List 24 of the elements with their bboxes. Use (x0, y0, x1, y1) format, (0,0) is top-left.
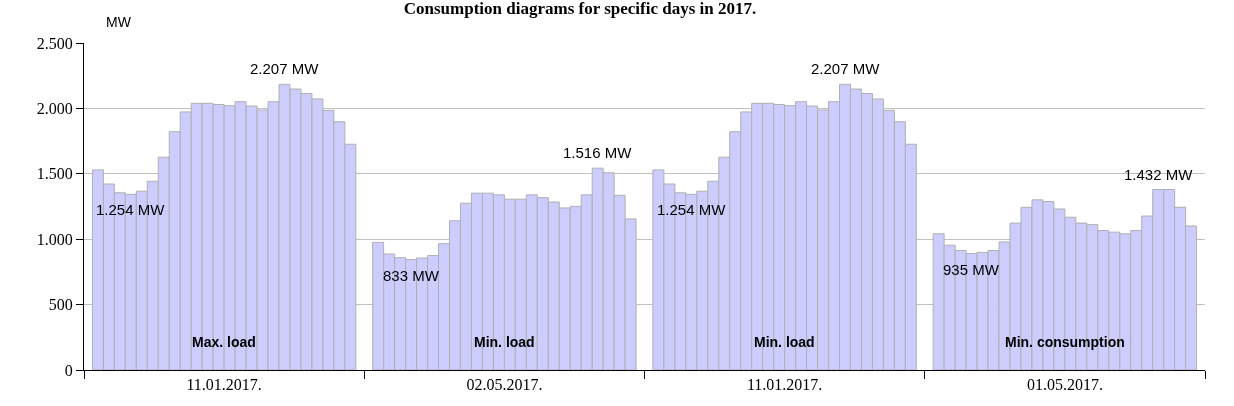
annotation: Min. consumption (1005, 334, 1125, 350)
annotation: 1.516 MW (563, 144, 633, 161)
y-tick-label: 1.500 (36, 165, 73, 183)
y-axis-title: MW (106, 14, 132, 30)
annotation: 1.254 MW (657, 201, 727, 218)
x-tick-label: 11.01.2017. (186, 376, 262, 394)
x-tick-label: 11.01.2017. (746, 376, 823, 394)
annotation: 1.254 MW (96, 201, 166, 218)
annotation: 935 MW (943, 261, 1000, 278)
x-tick-label: 02.05.2017. (466, 376, 543, 394)
annotation: Max. load (192, 334, 256, 350)
chart-title: Consumption diagrams for specific days in 2017. (403, 0, 757, 18)
annotation: 833 MW (383, 267, 440, 284)
annotation: Min. load (474, 334, 535, 350)
y-tick-label: 500 (48, 296, 73, 314)
x-tick-label: 01.05.2017. (1026, 376, 1103, 394)
annotation: 2.207 MW (811, 60, 881, 77)
annotation: 2.207 MW (250, 60, 320, 77)
annotation: Min. load (754, 334, 815, 350)
y-tick-label: 1.000 (36, 230, 73, 248)
y-tick-label: 2.500 (36, 34, 73, 52)
y-tick-label: 0 (64, 361, 73, 379)
y-tick-label: 2.000 (36, 100, 73, 117)
annotation: 1.432 MW (1124, 166, 1194, 183)
